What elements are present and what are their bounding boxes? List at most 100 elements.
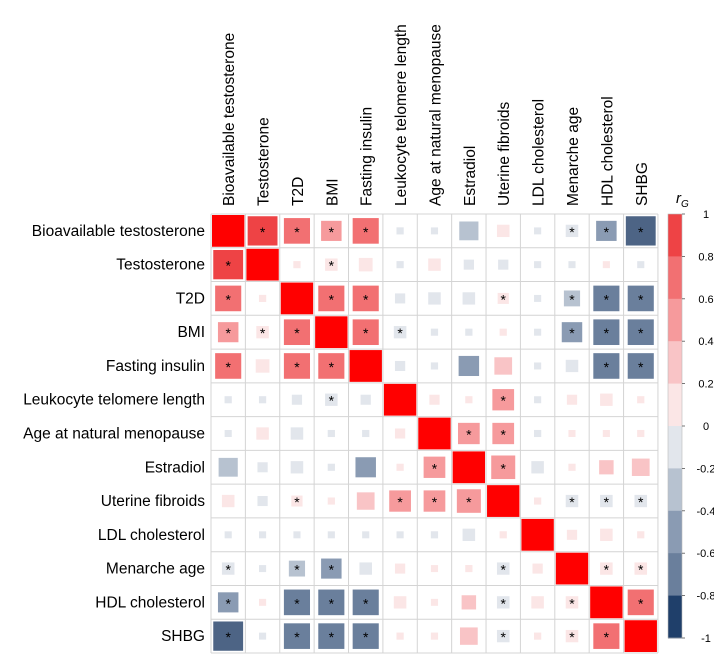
significance-star: * xyxy=(501,629,507,645)
row-label: T2D xyxy=(176,290,205,307)
matrix-grid xyxy=(210,213,659,654)
heatmap-cell xyxy=(360,394,371,405)
heatmap-cell xyxy=(568,463,576,471)
heatmap-cell xyxy=(221,562,235,575)
legend-tick-label: 0.4 xyxy=(698,336,713,348)
significance-star: * xyxy=(604,562,610,578)
heatmap-cell xyxy=(593,285,620,312)
heatmap-cell xyxy=(430,531,439,539)
significance-star: * xyxy=(569,595,575,611)
heatmap-cell xyxy=(293,531,301,539)
row-labels: Bioavailable testosterone Testosterone T2D… xyxy=(23,223,205,645)
heatmap-cell xyxy=(224,430,232,437)
heatmap-cell xyxy=(533,429,542,438)
significance-star: * xyxy=(225,258,231,274)
heatmap-cell xyxy=(389,490,411,512)
row-label: BMI xyxy=(177,324,205,341)
significance-star: * xyxy=(604,629,610,645)
significance-star: * xyxy=(260,325,266,341)
heatmap-cell xyxy=(599,460,614,475)
heatmap-cell xyxy=(394,563,406,574)
column-labels: Bioavailable testosterone Testosterone T2D… xyxy=(221,24,651,206)
heatmap-cell xyxy=(418,417,451,450)
heatmap-cell xyxy=(521,518,554,551)
row-label: Age at natural menopause xyxy=(23,426,205,443)
significance-star: * xyxy=(397,494,403,510)
heatmap-cell xyxy=(461,595,477,610)
legend-tick-label: 0.6 xyxy=(698,294,713,306)
heatmap-cell xyxy=(355,457,376,478)
heatmap-cell xyxy=(534,261,542,269)
heatmap-cell xyxy=(359,562,372,575)
heatmap-cell xyxy=(600,528,613,541)
significance-star: * xyxy=(329,258,335,274)
heatmap-cell xyxy=(352,285,379,312)
significance-star: * xyxy=(294,359,300,375)
significance-star: * xyxy=(329,359,335,375)
significance-star: * xyxy=(329,595,335,611)
heatmap-cell xyxy=(291,394,303,405)
heatmap-cell xyxy=(430,598,439,606)
significance-star: * xyxy=(363,629,369,645)
heatmap-cell xyxy=(600,494,613,508)
heatmap-cell xyxy=(215,285,242,312)
significance-star: * xyxy=(329,393,335,409)
matrix-cells: * * * * * * * * * * * * * * * * * * * * * * * * * * * * * * * * * * * * * * * *… xyxy=(212,215,657,653)
heatmap-cell xyxy=(217,322,239,343)
significance-star: * xyxy=(466,494,472,510)
heatmap-cell xyxy=(534,227,542,235)
heatmap-cell xyxy=(565,224,579,238)
heatmap-cell xyxy=(637,396,645,404)
column-label: LDL cholesterol xyxy=(531,99,548,206)
heatmap-cell xyxy=(430,362,439,370)
heatmap-cell xyxy=(318,623,345,649)
column-label: Age at natural menopause xyxy=(427,24,444,206)
heatmap-cell xyxy=(568,430,576,437)
significance-star: * xyxy=(604,359,610,375)
significance-star: * xyxy=(225,291,231,307)
heatmap-cell xyxy=(394,360,406,371)
legend-tick-label: -0.8 xyxy=(697,591,714,603)
heatmap-cell xyxy=(290,427,304,440)
heatmap-cell xyxy=(349,350,382,382)
heatmap-cell xyxy=(430,328,439,336)
heatmap-cell xyxy=(259,565,267,573)
column-label: Estradiol xyxy=(462,146,479,206)
heatmap-cell xyxy=(459,627,478,645)
significance-star: * xyxy=(294,595,300,611)
significance-star: * xyxy=(604,325,610,341)
significance-star: * xyxy=(363,325,369,341)
column-label: HDL cholesterol xyxy=(599,96,616,206)
heatmap-cell xyxy=(593,353,620,379)
legend-title-subscript: G xyxy=(681,199,689,210)
legend-title-main: r xyxy=(676,190,682,207)
heatmap-cell xyxy=(566,529,578,540)
heatmap-cell xyxy=(321,558,342,579)
heatmap-cell xyxy=(428,292,441,305)
significance-star: * xyxy=(501,562,507,578)
heatmap-cell xyxy=(218,457,238,477)
significance-star: * xyxy=(363,224,369,240)
heatmap-cell xyxy=(533,632,542,640)
heatmap-cell xyxy=(213,250,244,280)
legend-tick-label: -0.6 xyxy=(697,548,714,560)
heatmap-cell xyxy=(563,290,581,307)
heatmap-cell xyxy=(217,592,239,613)
heatmap-cell xyxy=(430,565,439,573)
heatmap-cell xyxy=(634,494,648,508)
significance-star: * xyxy=(501,595,507,611)
significance-star: * xyxy=(432,494,438,510)
heatmap-cell xyxy=(494,357,513,375)
heatmap-cell xyxy=(463,259,474,270)
significance-star: * xyxy=(225,562,231,578)
legend-tick-label: 1 xyxy=(703,209,709,221)
heatmap-cell xyxy=(423,490,446,512)
heatmap-cell xyxy=(625,216,656,246)
significance-star: * xyxy=(363,595,369,611)
legend-tick-label: -0.2 xyxy=(697,463,714,475)
heatmap-cell xyxy=(627,285,654,312)
significance-star: * xyxy=(432,460,438,476)
heatmap-cell xyxy=(465,565,473,573)
heatmap-cell xyxy=(327,531,335,539)
legend-color-segment xyxy=(668,214,682,257)
